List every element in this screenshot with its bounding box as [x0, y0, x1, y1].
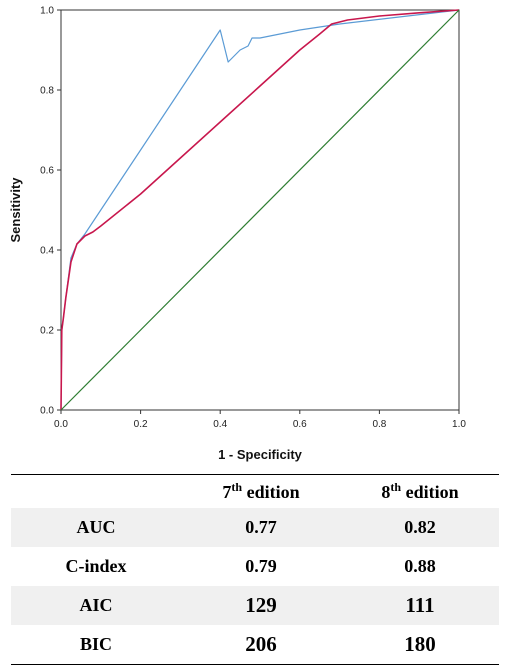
row-label: BIC [79, 634, 112, 654]
y-axis-title: Sensitivity [8, 177, 23, 243]
header-empty [11, 475, 181, 509]
x-tick-label: 0.6 [293, 419, 307, 430]
header-8th-edition: 8th edition [381, 480, 459, 502]
x-tick-label: 0.8 [372, 419, 386, 430]
y-tick-label: 0.4 [40, 246, 54, 257]
roc-curve-red [60, 9, 460, 411]
model-comparison-table: 7th edition 8th edition AUC 0.77 0.82 C-… [11, 474, 499, 665]
value-8th: 0.88 [404, 556, 436, 576]
plot-frame [60, 9, 460, 411]
y-tick-label: 0.6 [40, 166, 54, 177]
table-row-auc: AUC 0.77 0.82 [11, 508, 499, 547]
value-7th: 206 [245, 632, 277, 656]
x-tick-label: 0.2 [134, 419, 148, 430]
y-tick-label: 0.0 [40, 406, 54, 417]
table-header-row: 7th edition 8th edition [11, 474, 499, 509]
roc-chart: 0.0 0.2 0.4 0.6 0.8 1.0 0.0 0.2 0.4 0.6 0.8 1.0 1 -… [8, 6, 466, 463]
table-row-aic: AIC 129 111 [11, 586, 499, 625]
x-axis-title: 1 - Specificity [218, 447, 303, 462]
plot-area: 0.0 0.2 0.4 0.6 0.8 1.0 0.0 0.2 0.4 0.6 0.8 1.0 [40, 6, 466, 431]
table-row-bic: BIC 206 180 [11, 625, 499, 665]
y-tick-label: 0.8 [40, 86, 54, 97]
table-row-cindex: C-index 0.79 0.88 [11, 547, 499, 586]
reference-line [60, 9, 460, 411]
row-label: C-index [65, 556, 127, 576]
x-tick-label: 0.4 [213, 419, 227, 430]
value-7th: 129 [245, 593, 277, 617]
value-8th: 111 [405, 593, 435, 617]
value-7th: 0.79 [245, 556, 277, 576]
row-label: AUC [76, 517, 116, 537]
x-tick-label: 1.0 [452, 419, 466, 430]
value-7th: 0.77 [245, 517, 277, 537]
header-7th-edition: 7th edition [222, 480, 300, 502]
row-label: AIC [79, 595, 113, 615]
y-tick-label: 1.0 [40, 6, 54, 17]
value-8th: 180 [404, 632, 436, 656]
y-tick-label: 0.2 [40, 326, 54, 337]
x-tick-label: 0.0 [54, 419, 68, 430]
value-8th: 0.82 [404, 517, 436, 537]
